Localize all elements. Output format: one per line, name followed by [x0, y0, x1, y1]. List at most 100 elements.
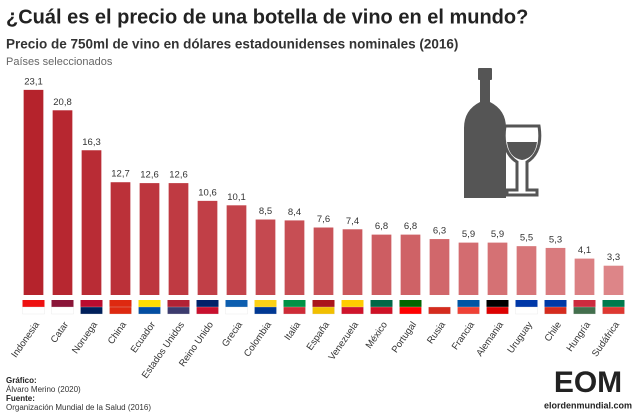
flag [22, 306, 45, 315]
flag [196, 300, 219, 307]
value-label: 10,6 [198, 187, 217, 198]
x-tick-label: Venezuela [327, 319, 362, 362]
flag [138, 306, 161, 315]
flag [109, 300, 132, 307]
chart-subtitle: Precio de 750ml de vino en dólares estad… [6, 37, 458, 52]
bar [603, 265, 624, 295]
flag [283, 306, 306, 315]
x-tick-label: Catar [49, 320, 71, 345]
x-tick-label: Italia [282, 319, 303, 342]
chart-title: ¿Cuál es el precio de una botella de vin… [6, 6, 528, 28]
bar [371, 234, 392, 295]
wine-icon [464, 68, 542, 198]
bar [168, 183, 189, 295]
value-label: 16,3 [82, 137, 101, 148]
flag [341, 300, 364, 307]
value-label: 3,3 [607, 252, 620, 263]
value-label: 6,8 [375, 221, 388, 232]
bar [23, 89, 44, 295]
flag [22, 300, 45, 307]
flag [312, 300, 335, 307]
bar [226, 205, 247, 295]
flag [457, 306, 480, 315]
flag [254, 306, 277, 315]
value-label: 12,7 [111, 169, 130, 180]
value-label: 23,1 [24, 76, 43, 87]
flag [283, 300, 306, 307]
flag [196, 306, 219, 315]
flag [370, 300, 393, 307]
value-label: 5,5 [520, 233, 533, 244]
x-tick-label: México [364, 320, 390, 351]
value-label: 8,5 [259, 206, 272, 217]
flag [515, 306, 538, 315]
bar [81, 150, 102, 295]
flag [544, 300, 567, 307]
flag [167, 306, 190, 315]
logo: EOM [554, 366, 622, 399]
value-label: 10,1 [227, 192, 246, 203]
flag [399, 300, 422, 307]
x-tick-label: España [305, 319, 333, 352]
flag [399, 306, 422, 315]
bar [342, 229, 363, 295]
value-label: 7,4 [346, 216, 359, 227]
value-label: 12,6 [140, 170, 159, 181]
flag [370, 306, 393, 315]
flag [341, 306, 364, 315]
bar [516, 246, 537, 295]
flag [573, 306, 596, 315]
bar [429, 239, 450, 295]
value-label: 4,1 [578, 245, 591, 256]
credit: Álvaro Merino (2020) [6, 385, 81, 394]
bar [458, 242, 479, 295]
value-label: 7,6 [317, 214, 330, 225]
flag [254, 300, 277, 307]
flag [225, 306, 248, 315]
flag [602, 300, 625, 307]
x-tick-label: Sudáfrica [590, 319, 622, 359]
x-tick-label: Uruguay [505, 320, 535, 356]
flag [167, 300, 190, 307]
flag [428, 300, 451, 307]
bar [110, 182, 131, 295]
bar [52, 110, 73, 296]
value-label: 5,3 [549, 234, 562, 245]
credit-label: Gráfico: [6, 376, 37, 385]
value-label: 20,8 [53, 97, 72, 108]
flag [602, 306, 625, 315]
x-tick-label: Portugal [390, 320, 419, 355]
value-label: 12,6 [169, 170, 188, 181]
x-tick-label: Hungría [565, 319, 594, 354]
flag [138, 300, 161, 307]
bar [284, 220, 305, 295]
value-label: 5,9 [491, 229, 504, 240]
value-label: 5,9 [462, 229, 475, 240]
bar [400, 234, 421, 295]
value-label: 6,3 [433, 226, 446, 237]
bar [197, 200, 218, 295]
x-tick-label: Indonesia [9, 319, 42, 360]
flag [515, 300, 538, 307]
x-tick-label: Chile [543, 320, 564, 344]
flag [544, 306, 567, 315]
flag [428, 306, 451, 315]
bar [545, 247, 566, 295]
x-tick-label: Noruega [70, 319, 100, 356]
flag [486, 300, 509, 307]
source-label: Fuente: [6, 394, 35, 403]
value-label: 6,8 [404, 221, 417, 232]
chart-note: Países seleccionados [6, 56, 113, 68]
flag [312, 306, 335, 315]
x-tick-label: China [106, 319, 130, 346]
flag [457, 300, 480, 307]
bar [574, 258, 595, 295]
flag [109, 306, 132, 315]
source: Organización Mundial de la Salud (2016) [6, 403, 151, 412]
flag [225, 300, 248, 307]
x-tick-label: Francia [450, 319, 478, 352]
logo-site: elordenmundial.com [544, 400, 632, 410]
bar [487, 242, 508, 295]
x-tick-label: Alemania [474, 319, 506, 358]
